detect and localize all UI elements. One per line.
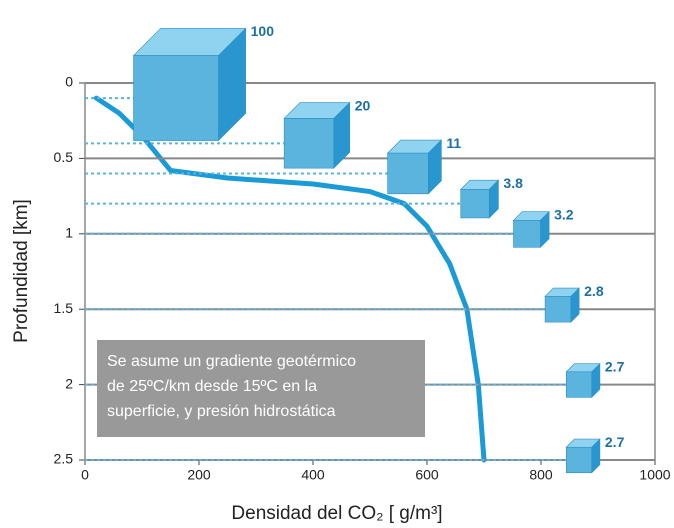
x-tick-label: 400	[301, 467, 325, 483]
y-tick-label: 0	[65, 74, 73, 90]
cube	[132, 27, 247, 142]
cube	[459, 179, 500, 219]
y-tick-label: 2	[65, 375, 73, 391]
x-tick-label: 1000	[639, 467, 670, 483]
cube	[565, 362, 601, 399]
y-tick-label: 1.5	[54, 300, 74, 316]
y-tick-label: 1	[65, 225, 73, 241]
annotation-line: Se asume un gradiente geotérmico	[107, 353, 356, 370]
y-tick-label: 0.5	[54, 149, 74, 165]
cube-label: 3.2	[554, 206, 574, 222]
y-axis-label: Profundidad [km]	[11, 199, 32, 343]
x-axis-label: Densidad del CO₂ [ g/m³]	[231, 503, 442, 524]
cube-front	[565, 371, 593, 398]
x-tick-label: 200	[187, 467, 211, 483]
cube	[386, 139, 443, 195]
cube-front	[460, 189, 490, 219]
annotation-line: de 25ºC/km desde 15ºC en la	[107, 378, 317, 395]
cube-label: 2.7	[605, 434, 625, 450]
cube	[544, 287, 580, 323]
cube-front	[387, 152, 429, 195]
cube-label: 100	[251, 23, 275, 39]
cube-front	[283, 118, 335, 169]
cube	[283, 101, 351, 169]
y-tick-label: 2.5	[54, 451, 74, 467]
cube	[512, 210, 550, 249]
cube-label: 3.8	[503, 175, 523, 191]
x-tick-label: 0	[81, 467, 89, 483]
cube-label: 20	[355, 97, 371, 113]
cube	[565, 438, 601, 474]
cube-front	[513, 220, 541, 248]
cube-label: 11	[446, 135, 461, 151]
cube-label: 2.8	[584, 283, 604, 299]
annotation-line: superficie, y presión hidrostática	[107, 403, 336, 420]
cube-front	[133, 55, 219, 141]
cube-front	[565, 446, 593, 474]
annotation-box	[97, 340, 425, 437]
cube-front	[544, 296, 572, 323]
x-tick-label: 600	[415, 467, 439, 483]
cube-label: 2.7	[605, 358, 625, 374]
x-tick-label: 800	[529, 467, 553, 483]
